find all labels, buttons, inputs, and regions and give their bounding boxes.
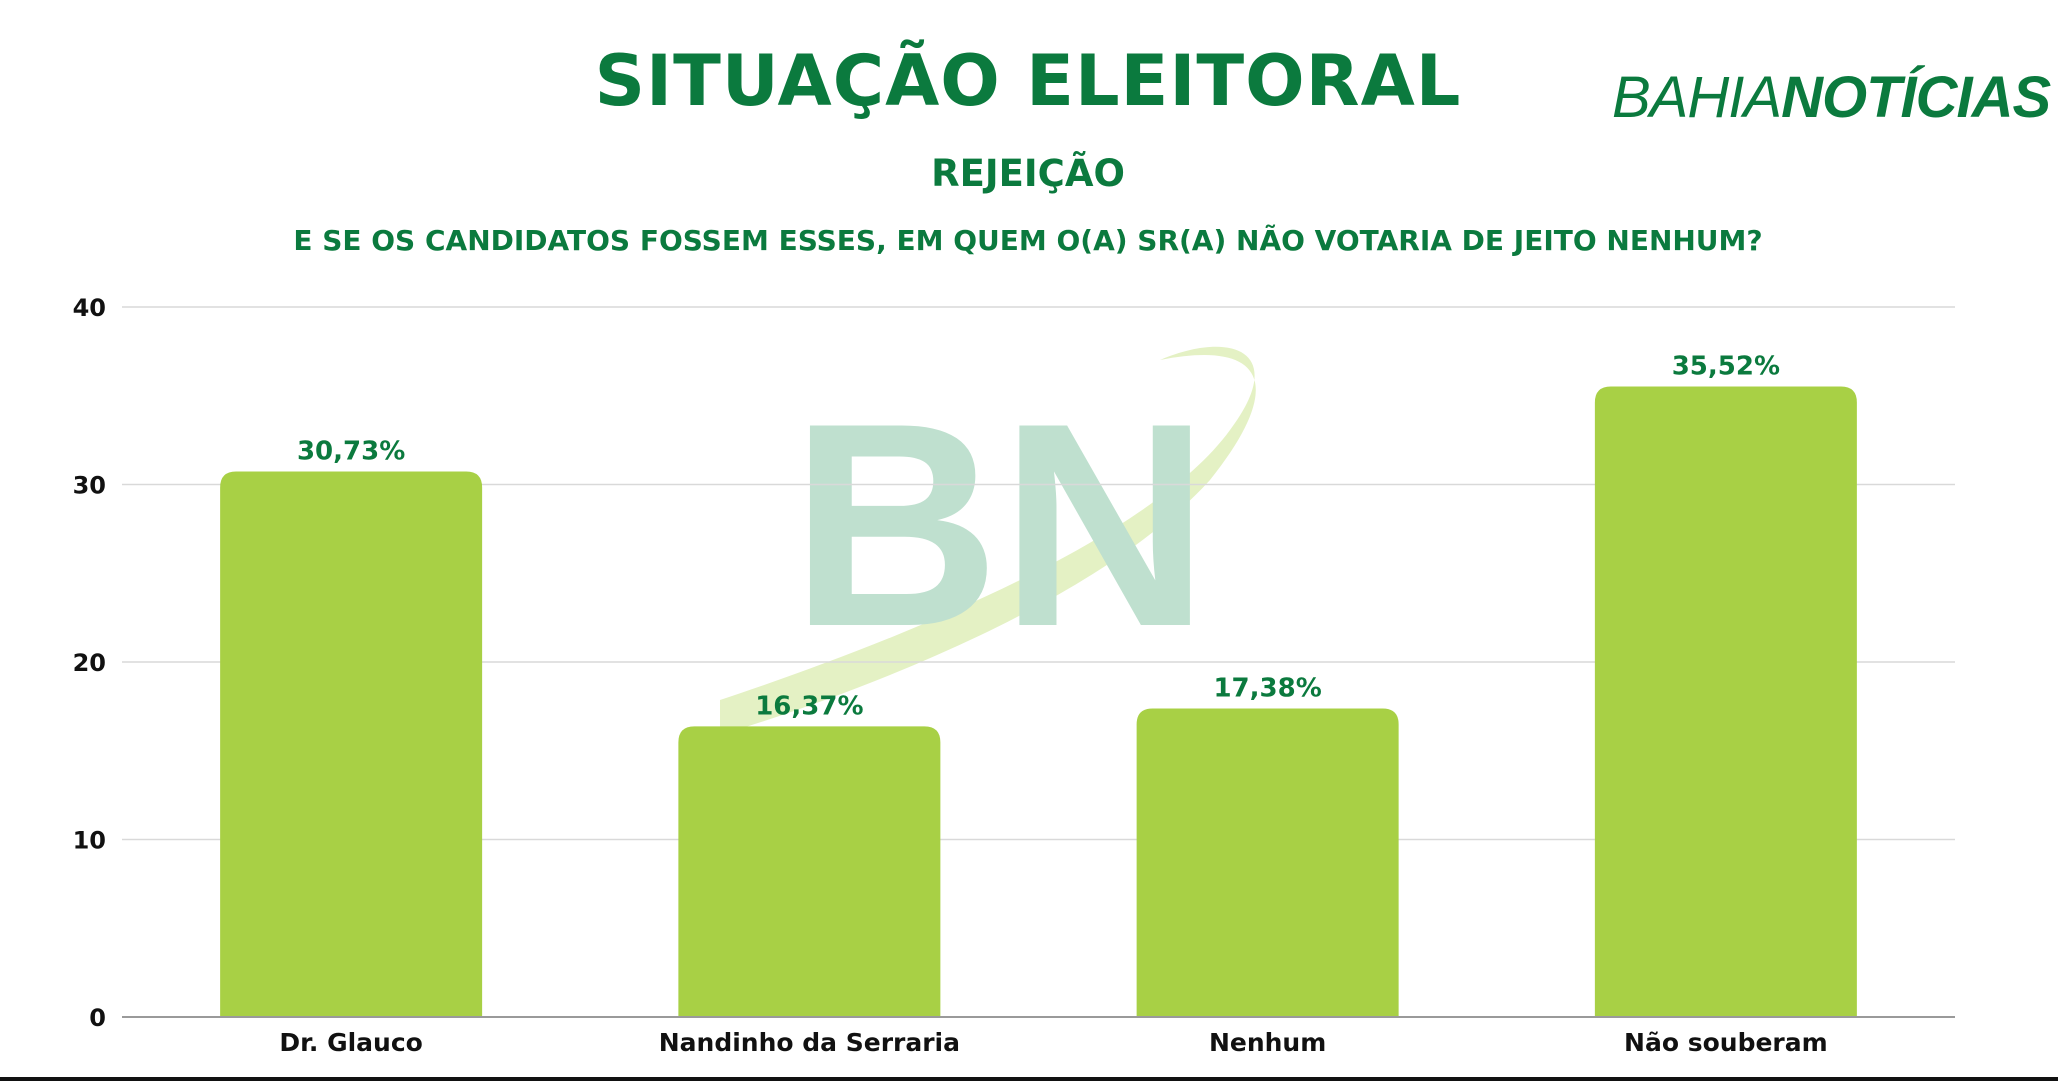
y-tick-label: 40 (73, 294, 106, 322)
data-label: 35,52% (1672, 352, 1780, 382)
y-tick-label: 20 (73, 649, 106, 677)
data-label: 30,73% (297, 437, 405, 467)
x-tick-label: Dr. Glauco (279, 1028, 422, 1057)
x-tick-label: Nenhum (1209, 1028, 1326, 1057)
bn-watermark: BN (720, 346, 1256, 735)
bahia-noticias-logo: BAHIANOTÍCIAS (1612, 64, 2051, 131)
chart-subtitle: REJEIÇÃO (931, 152, 1125, 195)
logo-part-bahia: BAHIA (1612, 65, 1782, 130)
y-tick-label: 10 (73, 827, 106, 855)
chart-title: SITUAÇÃO ELEITORAL (594, 40, 1462, 122)
data-label: 17,38% (1213, 674, 1321, 704)
x-tick-label: Nandinho da Serraria (659, 1028, 960, 1057)
bottom-border (0, 1077, 2058, 1081)
logo-part-noticias: NOTÍCIAS (1781, 65, 2051, 130)
bar (220, 471, 483, 1018)
survey-question: E SE OS CANDIDATOS FOSSEM ESSES, EM QUEM… (293, 224, 1763, 257)
watermark-letters: BN (791, 363, 1210, 687)
bars (220, 386, 1857, 1018)
x-tick-label: Não souberam (1624, 1028, 1828, 1057)
bar (1594, 386, 1857, 1017)
y-axis-ticks: 0 10 20 30 40 (73, 294, 106, 1032)
data-labels: 30,73% 16,37% 17,38% 35,52% (297, 352, 1780, 722)
data-label: 16,37% (755, 691, 863, 721)
bar (678, 726, 941, 1017)
y-tick-label: 30 (73, 472, 106, 500)
x-axis-ticks: Dr. Glauco Nandinho da Serraria Nenhum Não … (279, 1028, 1827, 1057)
watermark-swoosh (720, 346, 1256, 735)
bar (1136, 708, 1399, 1017)
y-tick-label: 0 (89, 1004, 106, 1032)
